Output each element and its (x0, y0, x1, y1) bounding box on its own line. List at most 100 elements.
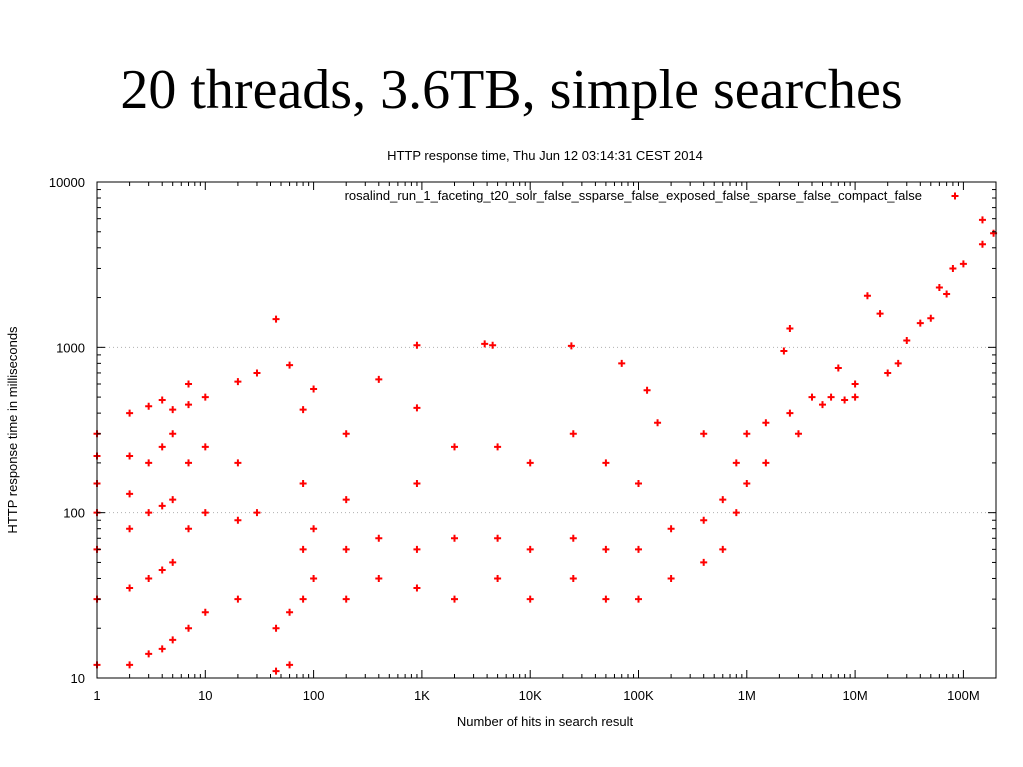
data-point (927, 314, 935, 322)
data-point (342, 595, 350, 603)
x-tick-label: 1K (414, 688, 430, 703)
data-point (959, 260, 967, 268)
data-point (310, 385, 318, 393)
data-point (894, 359, 902, 367)
data-point (494, 443, 502, 451)
data-point (185, 401, 193, 409)
x-tick-label: 1M (738, 688, 756, 703)
data-point (413, 480, 421, 488)
data-point (126, 661, 134, 669)
data-point (569, 534, 577, 542)
data-point (743, 480, 751, 488)
data-point (567, 342, 575, 350)
y-tick-label: 1000 (56, 340, 85, 355)
data-point (526, 545, 534, 553)
data-point (158, 396, 166, 404)
data-point (489, 341, 497, 349)
data-point (413, 584, 421, 592)
data-point (978, 240, 986, 248)
data-point (634, 545, 642, 553)
data-point (145, 459, 153, 467)
plot-frame (96, 181, 997, 679)
data-point (201, 393, 209, 401)
data-point (310, 525, 318, 533)
data-point (375, 375, 383, 383)
slide-title: 20 threads, 3.6TB, simple searches (120, 59, 903, 121)
data-point (863, 292, 871, 300)
data-point (667, 574, 675, 582)
data-point (126, 409, 134, 417)
data-point (253, 509, 261, 517)
data-point (413, 404, 421, 412)
data-point (834, 364, 842, 372)
data-point (634, 480, 642, 488)
grid-lines (97, 346, 996, 514)
data-point (158, 502, 166, 510)
data-point (494, 534, 502, 542)
data-point (780, 347, 788, 355)
data-point (569, 430, 577, 438)
data-point (618, 359, 626, 367)
data-point (234, 516, 242, 524)
data-point (342, 430, 350, 438)
data-point (375, 534, 383, 542)
x-axis-label: Number of hits in search result (457, 714, 634, 729)
data-point (375, 574, 383, 582)
x-tick-label: 1 (93, 688, 100, 703)
data-point (342, 496, 350, 504)
data-point (903, 336, 911, 344)
data-point (884, 369, 892, 377)
data-point (413, 341, 421, 349)
legend-marker-symbol (951, 192, 959, 200)
data-point (643, 386, 651, 394)
data-point (602, 459, 610, 467)
data-point (700, 558, 708, 566)
data-point (451, 443, 459, 451)
data-point (935, 284, 943, 292)
data-point (310, 574, 318, 582)
x-tick-label: 100K (623, 688, 654, 703)
data-point (158, 645, 166, 653)
x-tick-label: 10 (198, 688, 212, 703)
x-tick-label: 10K (519, 688, 542, 703)
data-point (286, 361, 294, 369)
data-point (700, 430, 708, 438)
data-point (126, 452, 134, 460)
data-point (808, 393, 816, 401)
data-point (700, 516, 708, 524)
data-point (145, 574, 153, 582)
x-tick-label: 100M (947, 688, 980, 703)
data-point (126, 525, 134, 533)
data-point (451, 534, 459, 542)
data-point (602, 595, 610, 603)
y-tick-label: 100 (63, 506, 85, 521)
data-point (794, 430, 802, 438)
data-point (299, 406, 307, 414)
data-point (602, 545, 610, 553)
y-axis-label: HTTP response time in milliseconds (5, 326, 20, 534)
data-point (126, 490, 134, 498)
legend: rosalind_run_1_faceting_t20_solr_false_s… (345, 188, 959, 203)
data-point (719, 545, 727, 553)
data-point (851, 393, 859, 401)
data-point (949, 264, 957, 272)
data-point (286, 661, 294, 669)
y-tick-label: 10000 (49, 175, 85, 190)
data-point (201, 608, 209, 616)
data-point (841, 396, 849, 404)
data-point (169, 406, 177, 414)
data-point (126, 584, 134, 592)
data-point (851, 380, 859, 388)
data-point (743, 430, 751, 438)
data-point (827, 393, 835, 401)
data-point (185, 380, 193, 388)
data-point (272, 667, 280, 675)
data-point (786, 409, 794, 417)
data-point (185, 624, 193, 632)
legend-label: rosalind_run_1_faceting_t20_solr_false_s… (345, 188, 922, 203)
data-point (413, 545, 421, 553)
data-point (272, 624, 280, 632)
data-point (526, 459, 534, 467)
data-point (342, 545, 350, 553)
